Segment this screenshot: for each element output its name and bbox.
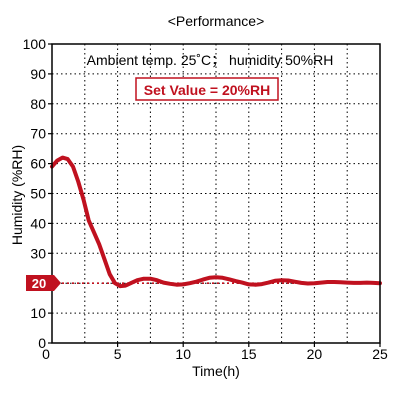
line-layer [50, 155, 382, 289]
y-tick-label-70: 70 [30, 126, 46, 142]
ambient-annotation: Ambient temp. 25˚C； humidity 50%RH [87, 52, 334, 69]
x-tick-label-5: 5 [114, 346, 122, 362]
x-tick-label-0: 0 [42, 346, 50, 362]
x-tick-label-25: 25 [372, 346, 388, 362]
set-value-label: Set Value = 20%RH [144, 82, 270, 98]
x-tick-label-20: 20 [307, 346, 323, 362]
x-axis-title: Time(h) [192, 363, 240, 379]
y-tick-label-100: 100 [23, 36, 47, 52]
y-tick-label-40: 40 [30, 215, 46, 231]
chart-title: <Performance> [168, 13, 265, 29]
y-tick-label-60: 60 [30, 156, 46, 172]
y-tick-label-0: 0 [38, 335, 46, 351]
x-tick-label-15: 15 [241, 346, 257, 362]
y-tick-label-90: 90 [30, 66, 46, 82]
x-tick-label-10: 10 [175, 346, 191, 362]
set-value-marker-label: 20 [32, 276, 46, 291]
set-value-box [135, 77, 279, 101]
y-axis-title: Humidity (%RH) [9, 145, 25, 245]
set-value-marker [26, 275, 61, 291]
humidity-series-line-0 [50, 155, 382, 289]
y-tick-label-10: 10 [30, 305, 46, 321]
label-layer: 0 10 30 40 50 60 70 80 90 100 5 10 15 20 25 0 [23, 36, 388, 362]
y-tick-label-50: 50 [30, 186, 46, 202]
y-tick-label-30: 30 [30, 245, 46, 261]
y-tick-label-80: 80 [30, 96, 46, 112]
